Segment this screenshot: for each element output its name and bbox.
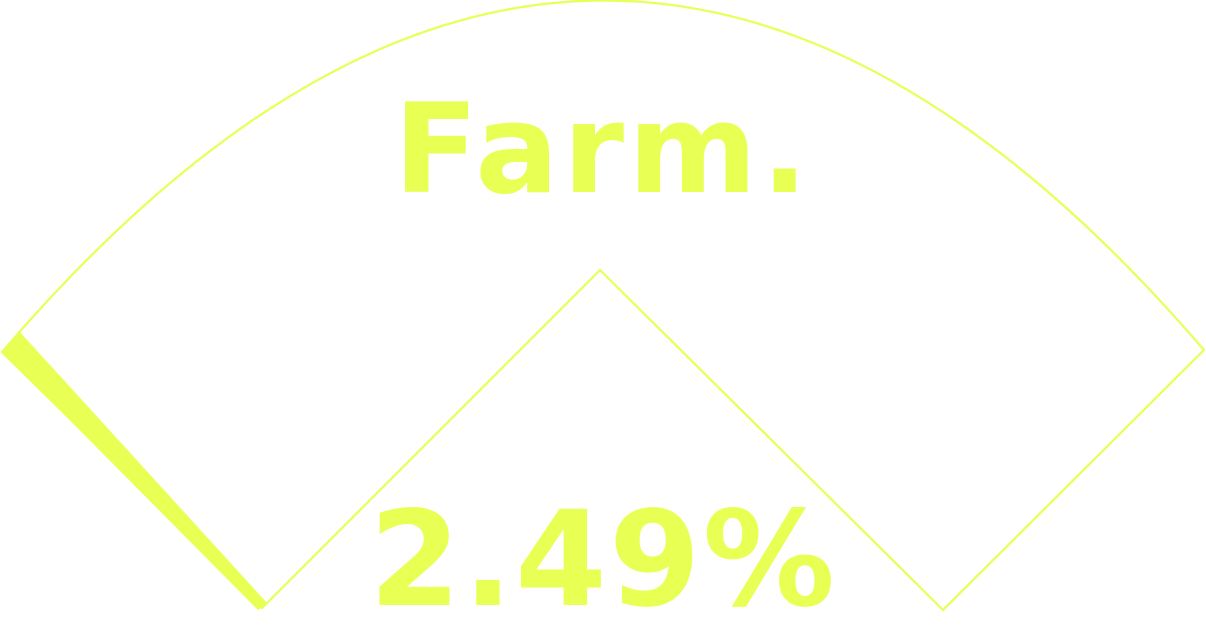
brand-title: Farm. xyxy=(393,78,813,222)
gauge-value-label: 2.49% xyxy=(369,483,837,637)
gauge-outline xyxy=(0,0,1206,612)
gauge-fill-segment xyxy=(2,331,268,610)
